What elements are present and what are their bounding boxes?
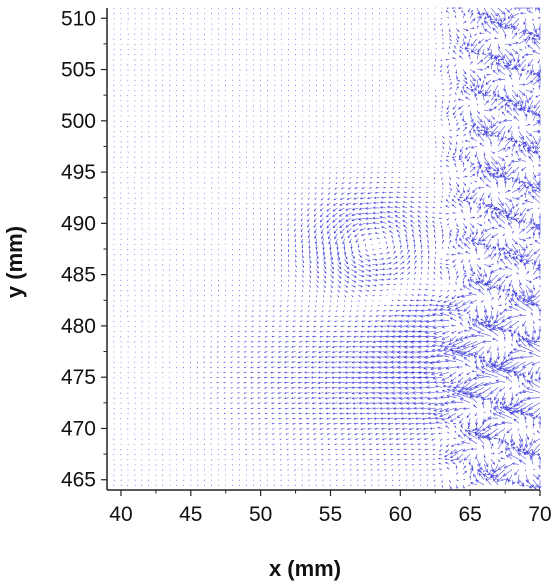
y-tick-label: 470 [61,417,96,440]
y-tick-label: 465 [61,469,96,492]
x-tick-label: 45 [179,503,202,526]
x-tick-label: 60 [389,503,412,526]
y-tick-label: 475 [61,366,96,389]
y-tick-label: 510 [61,7,96,30]
x-axis-title: x (mm) [269,556,341,581]
y-tick-label: 490 [61,212,96,235]
x-tick-label: 50 [249,503,272,526]
velocity-vector-arrows [113,6,542,490]
y-tick-label: 485 [61,264,96,287]
x-tick-label: 70 [528,503,551,526]
y-tick-label: 500 [61,110,96,133]
y-tick-label: 480 [61,315,96,338]
y-tick-label: 505 [61,59,96,82]
vector-field [113,6,542,490]
y-axis-ticks: 465 470 475 480 485 490 495 500 505 510 [61,7,107,492]
x-axis-ticks: 40 45 50 55 60 65 70 [109,490,552,526]
x-tick-label: 40 [109,503,132,526]
y-axis-title: y (mm) [2,226,27,298]
x-tick-label: 65 [458,503,481,526]
y-tick-label: 495 [61,161,96,184]
x-tick-label: 55 [319,503,342,526]
